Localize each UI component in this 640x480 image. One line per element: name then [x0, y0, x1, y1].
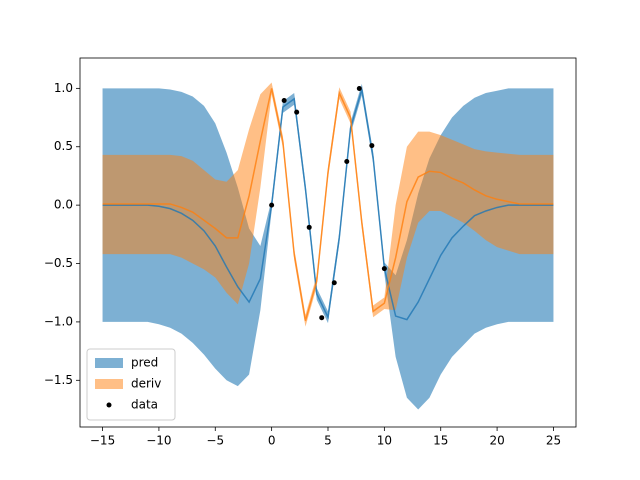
legend-label: data	[131, 398, 158, 412]
x-tick-label: 20	[489, 434, 504, 448]
legend-label: deriv	[131, 377, 161, 391]
data-point	[269, 202, 275, 208]
data-point	[344, 158, 350, 164]
data-point	[381, 266, 387, 272]
data-point	[294, 109, 300, 115]
legend-marker	[106, 402, 112, 408]
mean-line	[102, 89, 554, 321]
data-point	[369, 143, 375, 149]
y-tick-label: −1.5	[44, 373, 73, 387]
data-point	[356, 85, 362, 91]
x-tick-label: −5	[206, 434, 224, 448]
legend-label: pred	[131, 356, 158, 370]
y-tick-label: 1.0	[54, 81, 73, 95]
legend-swatch	[95, 358, 123, 368]
data-point	[331, 280, 337, 286]
data-point	[281, 98, 287, 104]
band	[102, 82, 554, 327]
plot	[102, 82, 554, 410]
data-point	[319, 315, 325, 321]
mean-line	[102, 88, 554, 321]
x-tick-label: −10	[146, 434, 171, 448]
y-tick-label: −1.0	[44, 314, 73, 328]
x-tick-label: 5	[324, 434, 332, 448]
x-tick-label: 0	[268, 434, 276, 448]
y-tick-label: −0.5	[44, 256, 73, 270]
y-tick-label: 0.0	[54, 198, 73, 212]
x-tick-label: 15	[433, 434, 448, 448]
legend-swatch	[95, 379, 123, 389]
data-point	[306, 224, 312, 230]
x-tick-label: 25	[546, 434, 561, 448]
x-tick-label: 10	[377, 434, 392, 448]
y-tick-label: 0.5	[54, 139, 73, 153]
x-tick-label: −15	[90, 434, 115, 448]
